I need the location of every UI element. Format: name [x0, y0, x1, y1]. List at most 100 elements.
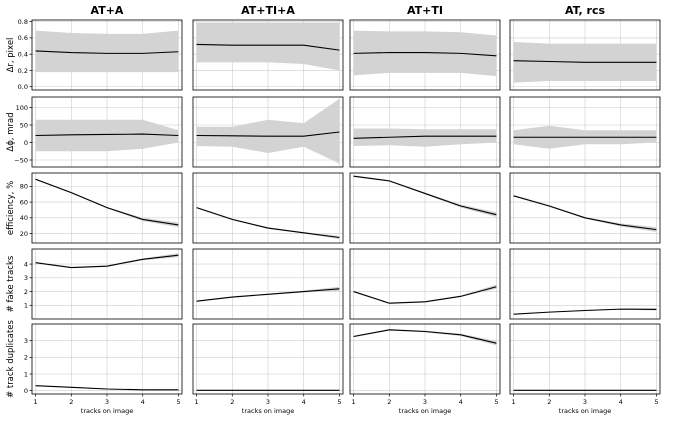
column-title: AT+TI — [407, 4, 443, 17]
band — [196, 98, 340, 164]
x-tick-label: 5 — [176, 398, 180, 406]
y-tick-label: 100 — [16, 104, 28, 112]
y-axis-label: Δϕ, mrad — [6, 112, 16, 151]
x-tick-label: 1 — [195, 398, 199, 406]
panel-frame — [31, 248, 183, 320]
series-line — [196, 288, 340, 302]
x-axis-label: tracks on image — [399, 407, 451, 415]
band — [35, 119, 179, 152]
y-tick-label: −50 — [14, 156, 28, 164]
x-tick-label: 4 — [141, 398, 145, 406]
series-line — [353, 329, 497, 344]
y-tick-label: 1 — [24, 302, 28, 310]
x-axis-label: tracks on image — [559, 407, 611, 415]
panel-frame — [349, 248, 501, 320]
panel-frame — [192, 96, 344, 168]
x-tick-label: 4 — [302, 398, 306, 406]
series-line — [35, 50, 179, 54]
x-axis-label: tracks on image — [81, 407, 133, 415]
series-line — [513, 195, 657, 231]
panel — [349, 172, 501, 244]
panel — [349, 248, 501, 320]
series-line — [35, 178, 179, 226]
band — [196, 22, 340, 71]
panel-frame — [31, 96, 183, 168]
panel — [509, 172, 661, 244]
x-tick-label: 5 — [654, 398, 658, 406]
y-tick-label: 0.6 — [18, 34, 28, 42]
y-axis-label: Δr, pixel — [6, 38, 16, 73]
y-tick-label: 0 — [24, 387, 28, 395]
band — [35, 30, 179, 73]
y-tick-label: 40 — [20, 214, 28, 222]
x-tick-label: 4 — [459, 398, 463, 406]
panel-frame — [349, 172, 501, 244]
x-tick-label: 5 — [494, 398, 498, 406]
x-tick-label: 2 — [69, 398, 73, 406]
panel-frame — [192, 172, 344, 244]
x-tick-label: 4 — [619, 398, 623, 406]
panel-frame — [31, 172, 183, 244]
series-line — [35, 133, 179, 137]
y-tick-label: 4 — [24, 260, 28, 268]
panel: 1 2 3 4 — [24, 248, 183, 320]
y-tick-label: 1 — [24, 370, 28, 378]
panel-frame — [349, 96, 501, 168]
y-tick-label: 50 — [20, 121, 28, 129]
panel-frame — [192, 19, 344, 91]
panel — [192, 96, 344, 168]
panel — [349, 19, 501, 91]
panel: 1 2 3 4 5 tracks on image — [192, 323, 344, 415]
panel: −50 0 50 100 — [14, 96, 183, 168]
x-tick-label: 3 — [423, 398, 427, 406]
y-tick-label: 0.2 — [18, 67, 28, 75]
y-tick-label: 0.8 — [18, 18, 28, 26]
series-line — [353, 175, 497, 216]
x-tick-label: 5 — [337, 398, 341, 406]
band — [353, 30, 497, 77]
panel — [192, 172, 344, 244]
x-tick-label: 1 — [512, 398, 516, 406]
series-line — [35, 385, 179, 391]
panel: 20 40 60 80 — [20, 172, 183, 244]
x-axis-label: tracks on image — [242, 407, 294, 415]
column-title: AT, rcs — [565, 4, 606, 17]
x-tick-label: 3 — [266, 398, 270, 406]
panel-frame — [31, 19, 183, 91]
series-line — [196, 43, 340, 51]
y-tick-label: 3 — [24, 337, 28, 345]
series-line — [196, 207, 340, 239]
panel-frame — [509, 172, 661, 244]
x-tick-label: 3 — [105, 398, 109, 406]
y-tick-label: 0 — [24, 139, 28, 147]
y-tick-label: 80 — [20, 183, 28, 191]
panel: 1 2 3 4 5 tracks on image — [349, 323, 501, 415]
y-tick-label: 0.4 — [18, 50, 28, 58]
panel — [509, 96, 661, 168]
panel — [349, 96, 501, 168]
panel-frame — [509, 96, 661, 168]
x-tick-label: 1 — [34, 398, 38, 406]
y-axis-label: # fake tracks — [6, 255, 16, 312]
panel — [509, 19, 661, 91]
column-title: AT+TI+A — [241, 4, 295, 17]
x-tick-label: 2 — [230, 398, 234, 406]
series-line — [353, 135, 497, 139]
column-title: AT+A — [91, 4, 124, 17]
panel — [509, 248, 661, 320]
series-line — [513, 60, 657, 63]
band — [353, 175, 497, 218]
band — [353, 329, 497, 346]
panel — [192, 248, 344, 320]
panel-frame — [509, 19, 661, 91]
y-tick-label: 3 — [24, 274, 28, 282]
y-axis-label: # track duplicates — [6, 319, 16, 398]
y-tick-label: 2 — [24, 288, 28, 296]
band — [353, 128, 497, 147]
series-line — [353, 286, 497, 304]
x-tick-label: 1 — [352, 398, 356, 406]
x-tick-label: 2 — [387, 398, 391, 406]
panel — [192, 19, 344, 91]
